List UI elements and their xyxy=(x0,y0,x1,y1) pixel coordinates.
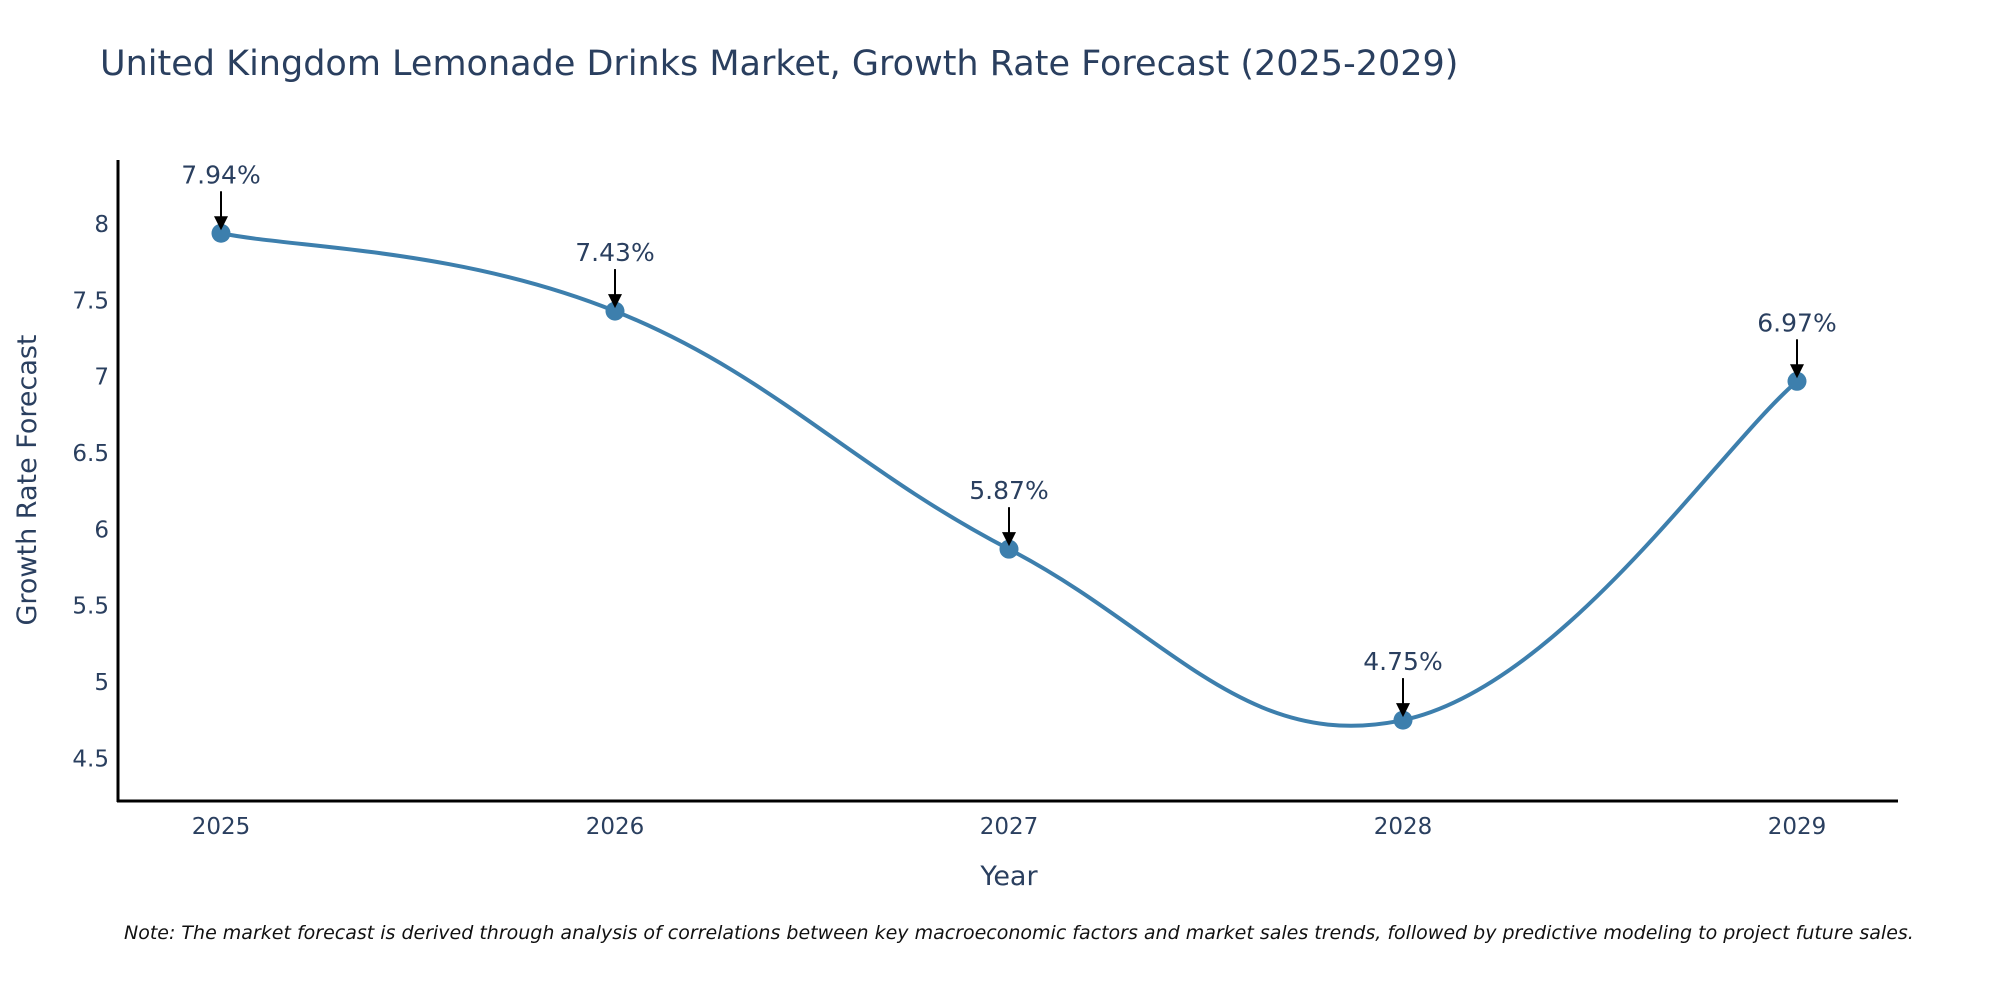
footnote: Note: The market forecast is derived thr… xyxy=(124,922,1914,944)
data-point-marker xyxy=(1393,710,1413,730)
y-tick-label: 7.5 xyxy=(72,288,109,314)
x-axis-title: Year xyxy=(979,861,1038,892)
series-line xyxy=(220,231,1799,728)
y-tick-label: 7 xyxy=(94,365,109,391)
annotation-arrow-head xyxy=(608,294,622,309)
data-label: 6.97% xyxy=(1757,308,1836,337)
x-tick-label: 2025 xyxy=(192,814,251,840)
chart-title: United Kingdom Lemonade Drinks Market, G… xyxy=(100,44,1459,84)
y-tick-label: 6.5 xyxy=(72,441,109,467)
x-tick-label: 2027 xyxy=(980,814,1039,840)
y-tick-label: 5 xyxy=(94,670,109,696)
data-label: 7.94% xyxy=(181,160,260,189)
annotation-arrow-head xyxy=(214,216,228,231)
annotation-arrow-head xyxy=(1790,364,1804,379)
data-point-marker xyxy=(999,539,1019,559)
annotation-arrow-head xyxy=(1002,532,1016,547)
y-tick-label: 6 xyxy=(94,517,109,543)
y-tick-label: 5.5 xyxy=(72,594,109,620)
y-axis-title: Growth Rate Forecast xyxy=(12,334,43,625)
data-point-marker xyxy=(605,301,625,321)
data-label: 5.87% xyxy=(969,476,1048,505)
y-tick-label: 4.5 xyxy=(72,746,109,772)
annotation-arrow-head xyxy=(1396,703,1410,718)
data-point-marker xyxy=(211,223,231,243)
x-tick-label: 2028 xyxy=(1374,814,1433,840)
x-tick-label: 2029 xyxy=(1768,814,1827,840)
data-point-marker xyxy=(1787,371,1807,391)
x-tick-label: 2026 xyxy=(586,814,645,840)
y-tick-label: 8 xyxy=(94,212,109,238)
data-label: 7.43% xyxy=(575,238,654,267)
data-label: 4.75% xyxy=(1363,647,1442,676)
